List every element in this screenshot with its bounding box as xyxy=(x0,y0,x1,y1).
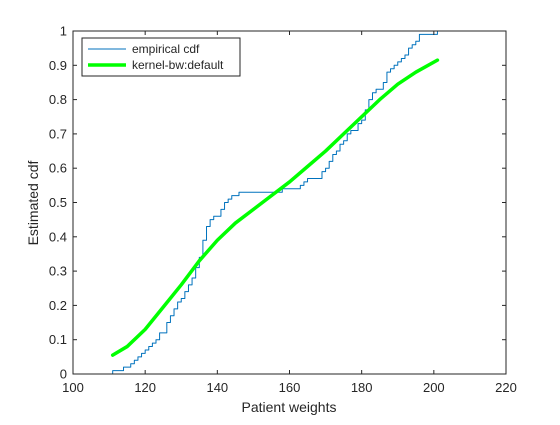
y-tick-label: 0.5 xyxy=(49,195,67,210)
y-tick-label: 0.6 xyxy=(49,161,67,176)
series-line-empirical-cdf xyxy=(112,30,438,375)
x-tick-label: 220 xyxy=(495,380,517,395)
y-tick-label: 0.7 xyxy=(49,126,67,141)
y-tick-label: 0.4 xyxy=(49,229,67,244)
y-axis-label: Estimated cdf xyxy=(25,160,41,245)
legend-label: empirical cdf xyxy=(132,42,200,56)
x-tick-label: 100 xyxy=(62,380,84,395)
plot-area xyxy=(73,31,506,374)
y-tick-label: 0.2 xyxy=(49,298,67,313)
axes xyxy=(72,30,507,375)
series-layer xyxy=(110,30,440,375)
y-tick-label: 0.9 xyxy=(49,58,67,73)
x-tick-label: 140 xyxy=(206,380,228,395)
x-tick-labels: 100 120 140 160 180 200 220 xyxy=(62,380,517,395)
y-tick-labels: 0 0.1 0.2 0.3 0.4 0.5 0.6 0.7 0.8 0.9 1 xyxy=(49,24,67,382)
plot-background xyxy=(73,31,506,374)
y-tick-label: 1 xyxy=(60,24,67,39)
legend-box xyxy=(81,37,241,77)
legend: empirical cdf kernel-bw:default xyxy=(81,37,241,77)
x-tick-label: 160 xyxy=(279,380,301,395)
y-tick-label: 0.3 xyxy=(49,264,67,279)
legend-label: kernel-bw:default xyxy=(132,58,224,72)
x-tick-label: 200 xyxy=(423,380,445,395)
x-tick-label: 180 xyxy=(351,380,373,395)
series-line-kernel xyxy=(110,58,440,357)
y-tick-label: 0 xyxy=(60,367,67,382)
x-tick-label: 120 xyxy=(134,380,156,395)
x-axis-label: Patient weights xyxy=(242,399,337,415)
y-tick-label: 0.8 xyxy=(49,92,67,107)
y-tick-label: 0.1 xyxy=(49,332,67,347)
